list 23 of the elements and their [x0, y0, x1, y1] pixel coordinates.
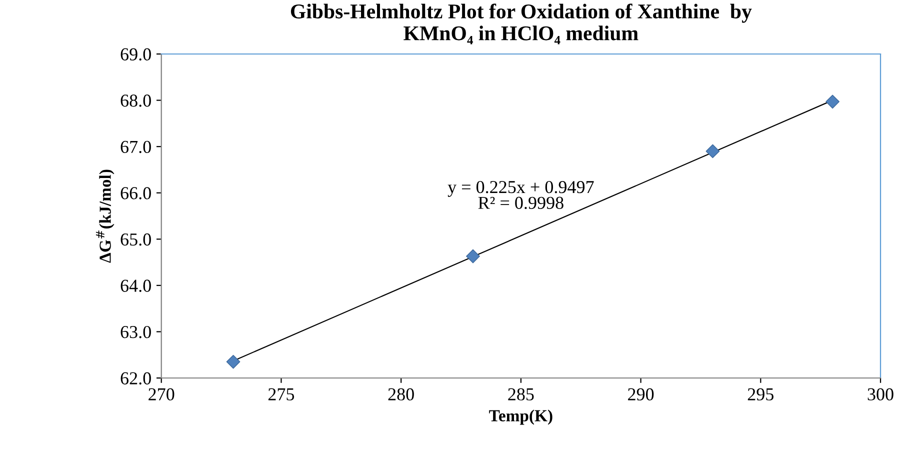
- y-tick-label: 65.0: [120, 233, 151, 246]
- annotation: y = 0.225x + 0.9497 R² = 0.9998: [448, 180, 594, 210]
- point: [466, 249, 480, 264]
- y-axis-title: ΔG$^{#}$(kJ/mol): [96, 170, 114, 263]
- y-tick-label: 66.0: [120, 187, 151, 200]
- x-axis-title: Temp(K): [489, 410, 552, 425]
- x-tick-label: 295: [748, 388, 774, 400]
- y-tick-label: 64.0: [120, 280, 151, 292]
- x-tick-label: 275: [268, 388, 294, 400]
- y-tick-label: 63.0: [120, 326, 151, 338]
- x-tick-label: 270: [148, 388, 174, 400]
- x-tick-label: 290: [628, 388, 654, 400]
- y-tick-label: 68.0: [120, 94, 151, 107]
- x-tick-label: 300: [868, 388, 894, 400]
- point: [706, 144, 720, 158]
- chart-title: Gibbs-Helmholtz Plot for Oxidation of Xanthine by KMnO₄ in HClO₄ medium: [290, 4, 752, 44]
- x-tick-label: 285: [508, 388, 534, 400]
- y-tick-label: 67.0: [120, 140, 151, 154]
- x-tick-label: 280: [388, 388, 414, 400]
- point: [226, 354, 240, 369]
- point: [826, 94, 840, 109]
- y-tick-label: 62.0: [120, 372, 151, 385]
- y-tick-label: 69.0: [120, 48, 151, 61]
